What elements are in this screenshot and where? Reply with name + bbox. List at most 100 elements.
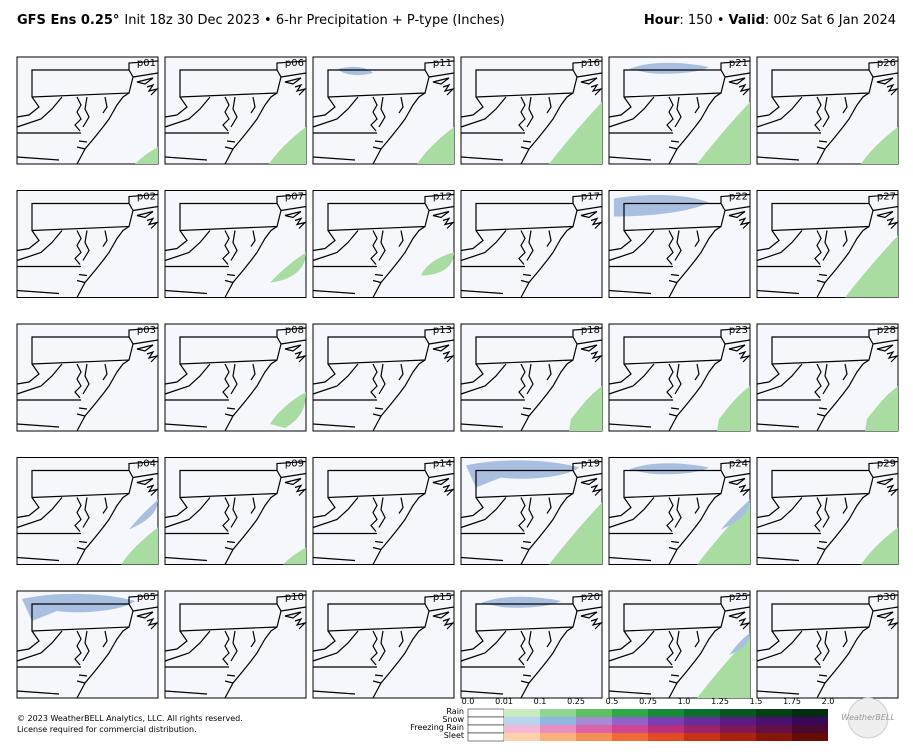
color-swatch bbox=[612, 725, 648, 733]
color-swatch bbox=[684, 733, 720, 741]
color-swatch bbox=[720, 717, 756, 725]
map-panel: p03 bbox=[16, 323, 159, 432]
precip-area bbox=[865, 386, 898, 431]
map-panel: p24 bbox=[608, 457, 751, 566]
precip-area bbox=[270, 252, 306, 283]
precip-area bbox=[283, 547, 306, 565]
precip-area bbox=[121, 527, 158, 565]
precip-area bbox=[481, 596, 561, 608]
map-panel: p30 bbox=[756, 590, 899, 699]
panel-grid: p01 p02 p03 p04 p05 p06 p07 p08 p09 p10 p11 p12 p13 p… bbox=[16, 56, 899, 699]
panel-label: p17 bbox=[581, 192, 600, 203]
title-bold: GFS Ens 0.25° bbox=[17, 13, 119, 28]
panel-label: p29 bbox=[877, 459, 896, 470]
color-swatch bbox=[648, 717, 684, 725]
panel-label: p23 bbox=[729, 325, 748, 336]
map-panel: p28 bbox=[756, 323, 899, 432]
valid-value: : 00z Sat 6 Jan 2024 bbox=[765, 13, 896, 28]
color-swatch bbox=[792, 709, 828, 717]
precip-area bbox=[549, 502, 602, 565]
color-swatch bbox=[720, 725, 756, 733]
color-swatch bbox=[576, 709, 612, 717]
color-swatch bbox=[540, 717, 576, 725]
precip-area bbox=[629, 463, 709, 475]
title-rest: Init 18z 30 Dec 2023 • 6-hr Precipitatio… bbox=[124, 13, 504, 28]
map-panel: p19 bbox=[460, 457, 603, 566]
color-swatch bbox=[504, 717, 540, 725]
legend-tick: 0.25 bbox=[567, 697, 585, 706]
legend-row-label: Sleet bbox=[444, 731, 464, 740]
color-swatch bbox=[467, 724, 505, 734]
precip-area bbox=[717, 386, 750, 431]
precip-area bbox=[569, 386, 602, 431]
panel-label: p01 bbox=[137, 58, 156, 69]
panel-label: p27 bbox=[877, 192, 896, 203]
precip-area bbox=[629, 62, 709, 74]
color-swatch bbox=[720, 709, 756, 717]
logo-circle bbox=[847, 697, 889, 739]
precip-area bbox=[697, 636, 750, 698]
panel-label: p12 bbox=[433, 192, 452, 203]
panel-label: p28 bbox=[877, 325, 896, 336]
legend-row-label: Snow bbox=[442, 715, 464, 724]
valid-info: Hour: 150 • Valid: 00z Sat 6 Jan 2024 bbox=[644, 13, 896, 28]
map-panel: p02 bbox=[16, 190, 159, 299]
map-panel: p26 bbox=[756, 56, 899, 165]
color-swatch bbox=[756, 733, 792, 741]
license: License required for commercial distribu… bbox=[17, 725, 197, 734]
color-swatch bbox=[792, 717, 828, 725]
legend-tick: 0.1 bbox=[534, 697, 547, 706]
color-swatch bbox=[504, 733, 540, 741]
map-panel: p15 bbox=[312, 590, 455, 699]
map-panel: p10 bbox=[164, 590, 307, 699]
legend-row-label: Freezing Rain bbox=[410, 723, 464, 732]
precip-area bbox=[269, 127, 306, 164]
color-swatch bbox=[504, 709, 540, 717]
valid-label: Valid bbox=[729, 13, 765, 28]
color-swatch bbox=[467, 708, 505, 718]
color-swatch bbox=[576, 733, 612, 741]
map-panel: p29 bbox=[756, 457, 899, 566]
panel-label: p10 bbox=[285, 592, 304, 603]
map-panel: p18 bbox=[460, 323, 603, 432]
panel-label: p02 bbox=[137, 192, 156, 203]
legend-tick: 0.01 bbox=[495, 697, 513, 706]
panel-bg bbox=[312, 190, 455, 298]
panel-label: p05 bbox=[137, 592, 156, 603]
precip-area bbox=[129, 499, 158, 530]
map-panel: p01 bbox=[16, 56, 159, 165]
map-panel: p16 bbox=[460, 56, 603, 165]
map-panel: p11 bbox=[312, 56, 455, 165]
color-swatch bbox=[540, 725, 576, 733]
precip-area bbox=[721, 499, 750, 530]
map-panel: p21 bbox=[608, 56, 751, 165]
hour-value: : 150 • bbox=[679, 13, 724, 28]
legend-tick: 0.75 bbox=[639, 697, 657, 706]
hour-label: Hour bbox=[644, 13, 680, 28]
color-swatch bbox=[540, 709, 576, 717]
color-swatch bbox=[756, 717, 792, 725]
color-swatch bbox=[648, 709, 684, 717]
precip-area bbox=[270, 392, 306, 428]
legend-tick: 0.5 bbox=[606, 697, 619, 706]
panel-bg bbox=[164, 190, 307, 298]
precip-area bbox=[135, 147, 158, 164]
panel-bg bbox=[16, 323, 159, 432]
color-swatch bbox=[612, 717, 648, 725]
panel-label: p04 bbox=[137, 459, 156, 470]
map-panel: p22 bbox=[608, 190, 751, 299]
panel-label: p20 bbox=[581, 592, 600, 603]
panel-label: p16 bbox=[581, 58, 600, 69]
legend-tick: 1.75 bbox=[783, 697, 801, 706]
color-swatch bbox=[684, 725, 720, 733]
map-panel: p07 bbox=[164, 190, 307, 299]
color-swatch bbox=[684, 709, 720, 717]
legend-tick: 1.25 bbox=[711, 697, 729, 706]
precip-area bbox=[861, 527, 898, 565]
legend-tick: 1.5 bbox=[750, 697, 763, 706]
color-swatch bbox=[504, 725, 540, 733]
panel-bg bbox=[312, 590, 455, 699]
color-swatch bbox=[612, 709, 648, 717]
